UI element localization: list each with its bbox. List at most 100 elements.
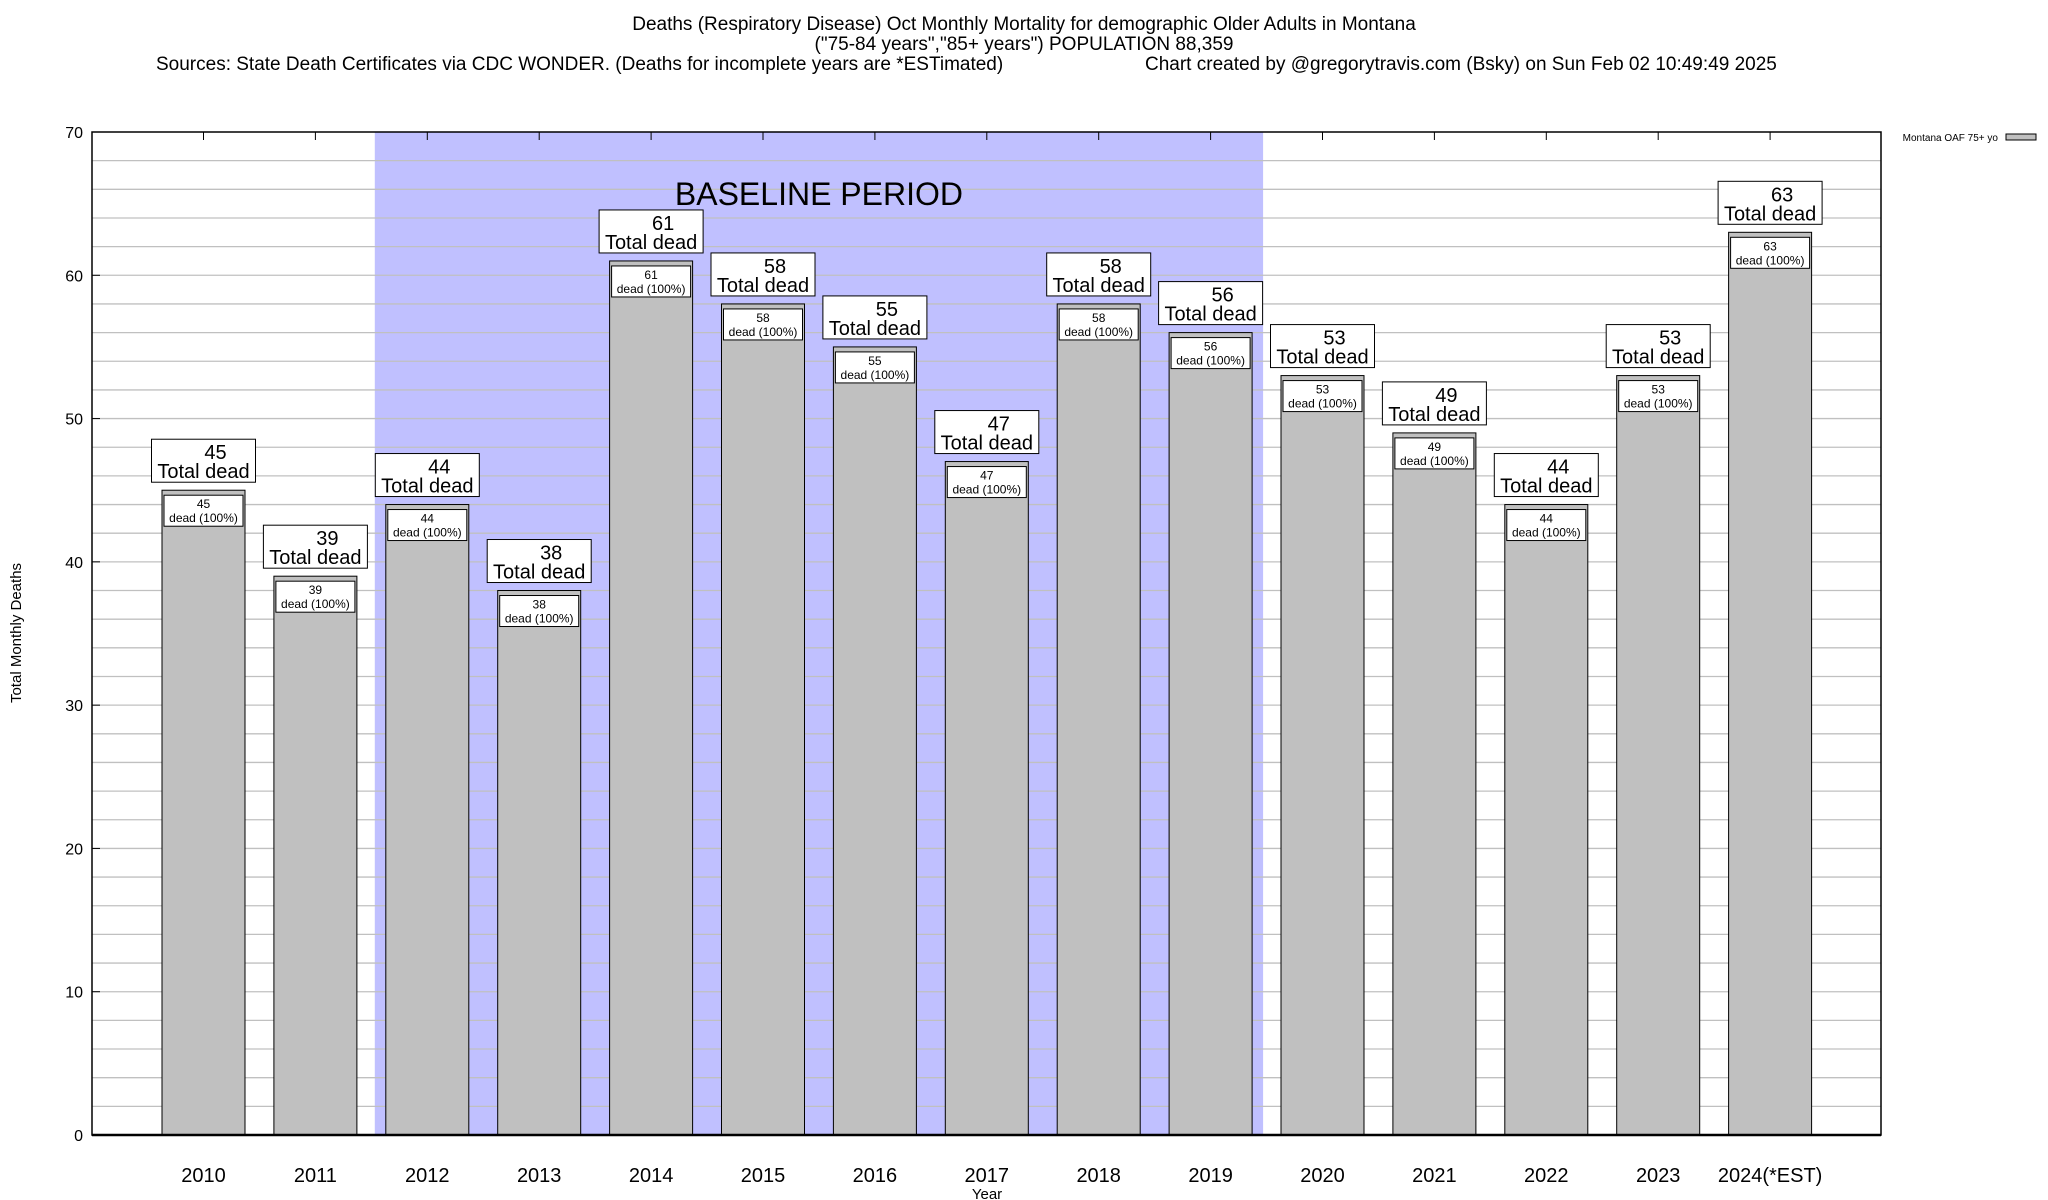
x-tick-label: 2019: [1188, 1165, 1233, 1187]
inner-label-text: dead (100%): [1400, 454, 1469, 468]
top-label-text: Total dead: [829, 318, 921, 340]
bar-2024(*EST): [1728, 231, 1813, 1136]
inner-label-box: [1730, 236, 1811, 269]
top-label-value: 44: [1547, 457, 1569, 479]
x-tick-label: 2015: [741, 1165, 786, 1187]
top-label-value: 38: [540, 543, 562, 565]
chart-sources: Sources: State Death Certificates via CD…: [156, 54, 1004, 75]
top-label-value: 44: [428, 457, 450, 479]
inner-label-text: dead (100%): [617, 282, 686, 296]
top-label-box: [1717, 180, 1823, 225]
inner-label-box: [946, 466, 1027, 499]
inner-label-box: [723, 308, 803, 341]
bar-2021: [1392, 432, 1477, 1136]
bar-2016: [832, 346, 917, 1136]
bar-2017: [944, 461, 1029, 1136]
bar-2018: [1056, 303, 1141, 1136]
inner-label-text: dead (100%): [1512, 526, 1581, 540]
inner-label-box: [1618, 380, 1699, 413]
top-label-box: [1158, 281, 1264, 326]
y-tick-label: 60: [65, 268, 83, 285]
inner-label-text: dead (100%): [841, 368, 910, 382]
x-tick-label: 2011: [294, 1165, 337, 1187]
inner-label-box: [1394, 437, 1475, 470]
x-tick-label: 2012: [405, 1165, 450, 1187]
inner-label-text: dead (100%): [952, 483, 1021, 497]
top-label-text: Total dead: [605, 232, 697, 254]
top-label-value: 63: [1771, 184, 1793, 206]
top-label-text: Total dead: [157, 461, 249, 483]
top-label-box: [598, 209, 704, 254]
top-label-box: [374, 453, 480, 498]
inner-label-value: 53: [1652, 383, 1666, 397]
inner-label-value: 53: [1316, 383, 1330, 397]
inner-label-box: [611, 265, 692, 298]
x-tick-label: 2014: [629, 1165, 674, 1187]
y-tick-label: 20: [65, 841, 83, 858]
top-label-value: 45: [204, 442, 226, 464]
x-tick-label: 2013: [517, 1165, 562, 1187]
inner-label-box: [1170, 337, 1251, 370]
chart-credit: Chart created by @gregorytravis.com (Bsk…: [1145, 54, 1777, 75]
top-label-text: Total dead: [941, 433, 1033, 455]
inner-label-value: 61: [644, 268, 658, 282]
x-tick-label: 2010: [181, 1165, 226, 1187]
top-label-text: Total dead: [1500, 476, 1592, 498]
top-label-value: 61: [652, 213, 674, 235]
top-label-box: [1493, 453, 1599, 498]
top-label-text: Total dead: [493, 562, 585, 584]
inner-label-box: [1282, 380, 1363, 413]
y-tick-label: 10: [65, 985, 83, 1002]
bar-2019: [1168, 332, 1253, 1136]
bar-2010: [161, 489, 246, 1136]
top-label-value: 53: [1323, 328, 1345, 350]
chart-subtitle: ("75-84 years","85+ years") POPULATION 8…: [814, 34, 1234, 55]
x-tick-label: 2022: [1524, 1165, 1569, 1187]
x-tick-label: 2018: [1076, 1165, 1121, 1187]
top-label-value: 47: [988, 414, 1010, 436]
legend-swatch: [2005, 133, 2037, 141]
top-label-value: 39: [316, 528, 338, 550]
y-tick-label: 0: [74, 1128, 83, 1145]
x-tick-label: 2017: [965, 1165, 1010, 1187]
inner-label-text: dead (100%): [505, 612, 574, 626]
inner-label-text: dead (100%): [1736, 253, 1805, 267]
inner-label-value: 49: [1428, 440, 1442, 454]
inner-label-box: [1506, 509, 1587, 542]
top-label-text: Total dead: [1612, 347, 1704, 369]
inner-label-value: 55: [868, 354, 882, 368]
top-label-box: [262, 524, 368, 569]
y-tick-label: 70: [65, 125, 83, 142]
legend-label: Montana OAF 75+ yo: [1903, 133, 1999, 144]
inner-label-text: dead (100%): [1288, 397, 1357, 411]
bar-2022: [1504, 504, 1589, 1136]
top-label-text: Total dead: [269, 547, 361, 569]
top-label-box: [1270, 324, 1375, 369]
top-label-text: Total dead: [1053, 275, 1145, 297]
inner-label-text: dead (100%): [1176, 354, 1245, 368]
inner-label-box: [834, 351, 915, 384]
inner-label-value: 38: [533, 598, 547, 612]
top-label-value: 49: [1435, 385, 1457, 407]
top-label-value: 58: [1100, 256, 1122, 278]
inner-label-box: [163, 494, 244, 527]
inner-label-value: 58: [1092, 311, 1106, 325]
bar-2011: [273, 575, 358, 1136]
top-label-box: [486, 539, 592, 584]
top-label-text: Total dead: [1724, 203, 1816, 225]
top-label-value: 55: [876, 299, 898, 321]
inner-label-text: dead (100%): [281, 597, 350, 611]
inner-label-value: 63: [1763, 239, 1777, 253]
y-tick-label: 50: [65, 412, 83, 429]
inner-label-text: dead (100%): [1624, 397, 1693, 411]
x-tick-label: 2020: [1300, 1165, 1345, 1187]
inner-label-box: [499, 595, 580, 628]
top-label-value: 53: [1659, 328, 1681, 350]
inner-label-text: dead (100%): [393, 526, 462, 540]
baseline-period-label: BASELINE PERIOD: [675, 176, 963, 212]
x-tick-label: 2023: [1636, 1165, 1681, 1187]
inner-label-box: [1058, 308, 1139, 341]
top-label-text: Total dead: [717, 275, 809, 297]
inner-label-box: [387, 509, 468, 542]
